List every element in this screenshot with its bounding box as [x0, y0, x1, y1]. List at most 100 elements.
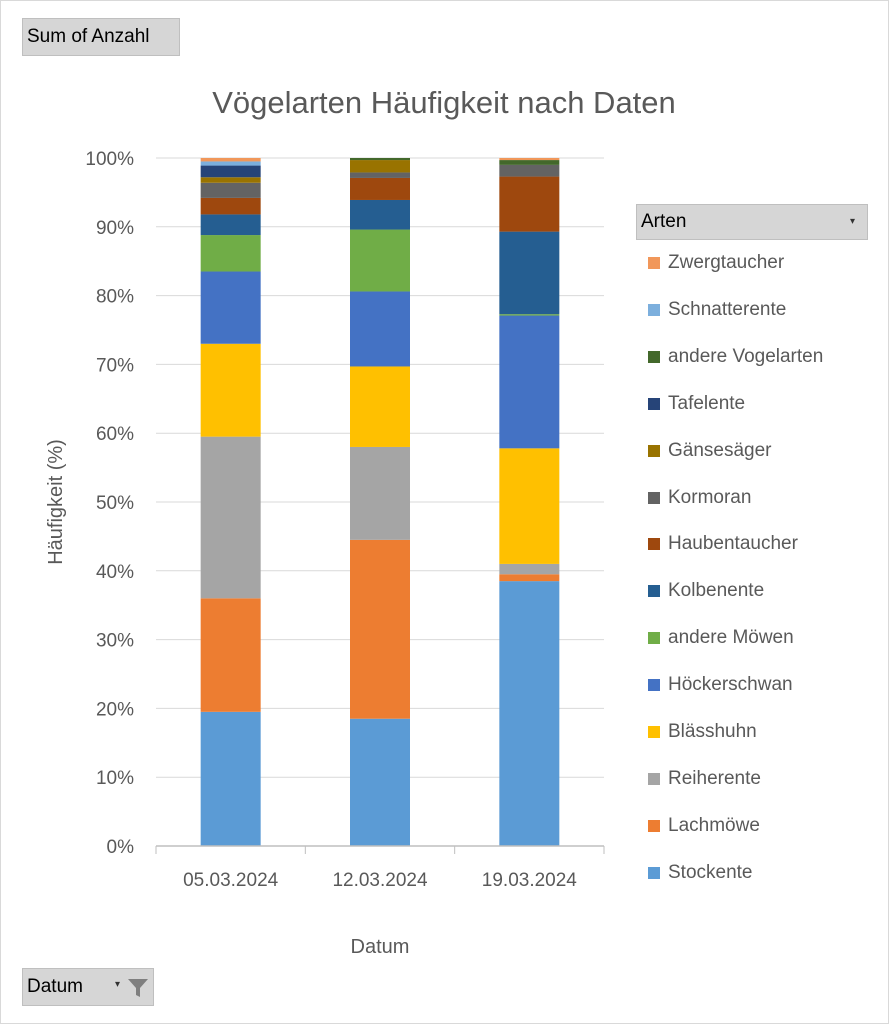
legend-item: Stockente — [648, 858, 753, 888]
bar-segment — [200, 182, 261, 198]
bar-segment — [200, 165, 261, 178]
legend-label: Zwergtaucher — [668, 252, 785, 273]
legend-label: andere Möwen — [668, 627, 794, 649]
chart-title: Vögelarten Häufigkeit nach Daten — [212, 85, 676, 120]
legend-swatch — [648, 819, 660, 832]
legend-label: Höckerschwan — [668, 674, 793, 696]
bar-segment — [200, 158, 261, 162]
bar-segment — [200, 598, 261, 712]
legend-label: Gänsesäger — [668, 439, 772, 461]
legend-item: Gänsesäger — [648, 436, 772, 466]
y-tick-label: 60% — [96, 424, 134, 445]
legend-swatch — [648, 585, 660, 598]
legend-item: Lachmöwe — [648, 811, 760, 841]
legend-item: Blässhuhn — [648, 717, 757, 747]
bar-segment — [350, 446, 410, 540]
y-tick-label: 30% — [96, 631, 134, 652]
bar-segment — [499, 314, 560, 316]
legend-swatch — [648, 303, 660, 316]
bar-segment — [200, 197, 261, 215]
y-axis-label: Häufigkeit (%) — [45, 439, 67, 565]
legend-label: Blässhuhn — [668, 721, 757, 742]
legend-item: Zwergtaucher — [648, 248, 784, 278]
bar-segment — [499, 160, 560, 165]
legend-label: Kolbenente — [668, 580, 765, 602]
legend-field-button[interactable]: Arten ▾ — [636, 204, 868, 240]
legend-label: andere Vogelarten — [668, 345, 824, 367]
y-axis-ticks: 0% 10% 20% 30% 40% 50% 60% 70% 80% 90% 100% — [85, 149, 134, 858]
bar-segment — [499, 574, 560, 582]
legend-swatch — [648, 538, 660, 551]
bar-segment — [200, 271, 261, 344]
legend-item: Tafelente — [648, 389, 745, 419]
legend-item: Reiherente — [648, 764, 761, 794]
bar-segment — [350, 177, 410, 200]
legend-swatch — [648, 444, 660, 457]
y-tick-label: 20% — [96, 699, 134, 720]
bar-segment — [350, 291, 410, 367]
bar-segment — [499, 563, 560, 575]
legend-item: andere Vogelarten — [648, 342, 823, 372]
legend-swatch — [648, 257, 660, 269]
dropdown-arrow-icon[interactable]: ▾ — [849, 216, 855, 227]
x-tick-label: 12.03.2024 — [332, 870, 428, 891]
bar-segment — [499, 315, 560, 449]
bar-segment — [499, 581, 560, 846]
bar-segment — [499, 164, 560, 177]
filter-funnel-icon[interactable] — [127, 977, 149, 999]
dropdown-arrow-icon[interactable]: ▾ — [115, 979, 121, 990]
bar-segment — [200, 161, 261, 166]
legend-item: andere Möwen — [648, 623, 794, 653]
legend-item: Schnatterente — [648, 295, 786, 325]
x-axis-label: Datum — [351, 936, 410, 958]
bar-segment — [200, 235, 261, 272]
axis-field-button[interactable]: Datum ▾ — [22, 968, 154, 1006]
axis-field-label: Datum — [27, 976, 83, 997]
y-tick-label: 10% — [96, 768, 134, 789]
legend-item: Höckerschwan — [648, 670, 793, 700]
bar-segment — [350, 160, 410, 173]
value-field-button[interactable]: Sum of Anzahl — [22, 18, 180, 56]
legend-swatch — [648, 772, 660, 785]
legend-swatch — [648, 491, 660, 504]
bar-segment — [499, 231, 560, 315]
legend-label: Lachmöwe — [668, 814, 760, 836]
legend-swatch — [648, 397, 660, 410]
value-field-label: Sum of Anzahl — [27, 26, 150, 47]
legend-label: Stockente — [668, 861, 753, 883]
y-tick-label: 90% — [96, 218, 134, 239]
legend-label: Reiherente — [668, 767, 761, 789]
bar-segment — [350, 229, 410, 292]
bar-segment — [200, 711, 261, 846]
legend-swatch — [648, 679, 660, 692]
bar-segment — [200, 214, 261, 236]
bar-segment — [499, 448, 560, 564]
bar-segment — [350, 539, 410, 719]
bar-segment — [499, 176, 560, 232]
bar-segment — [350, 158, 410, 161]
legend-label: Kormoran — [668, 486, 752, 508]
legend-swatch — [648, 866, 660, 879]
y-tick-label: 0% — [107, 837, 135, 858]
bar-segment — [200, 177, 261, 183]
bars — [200, 158, 560, 846]
legend-swatch — [648, 726, 660, 738]
legend-swatch — [648, 350, 660, 363]
bar-segment — [350, 199, 410, 230]
legend-label: Schnatterente — [668, 298, 787, 320]
bar-segment — [200, 343, 261, 437]
y-tick-label: 70% — [96, 355, 134, 376]
x-tick-label: 19.03.2024 — [482, 870, 578, 891]
legend-field-label: Arten — [641, 211, 687, 232]
y-tick-label: 50% — [96, 493, 134, 514]
legend-label: Tafelente — [668, 392, 746, 414]
bar-segment — [350, 172, 410, 178]
bar-segment — [200, 436, 261, 599]
y-tick-label: 100% — [85, 149, 134, 170]
bar-segment — [350, 366, 410, 447]
legend-item: Kolbenente — [648, 576, 764, 606]
y-tick-label: 40% — [96, 562, 134, 583]
legend-swatch — [648, 632, 660, 645]
